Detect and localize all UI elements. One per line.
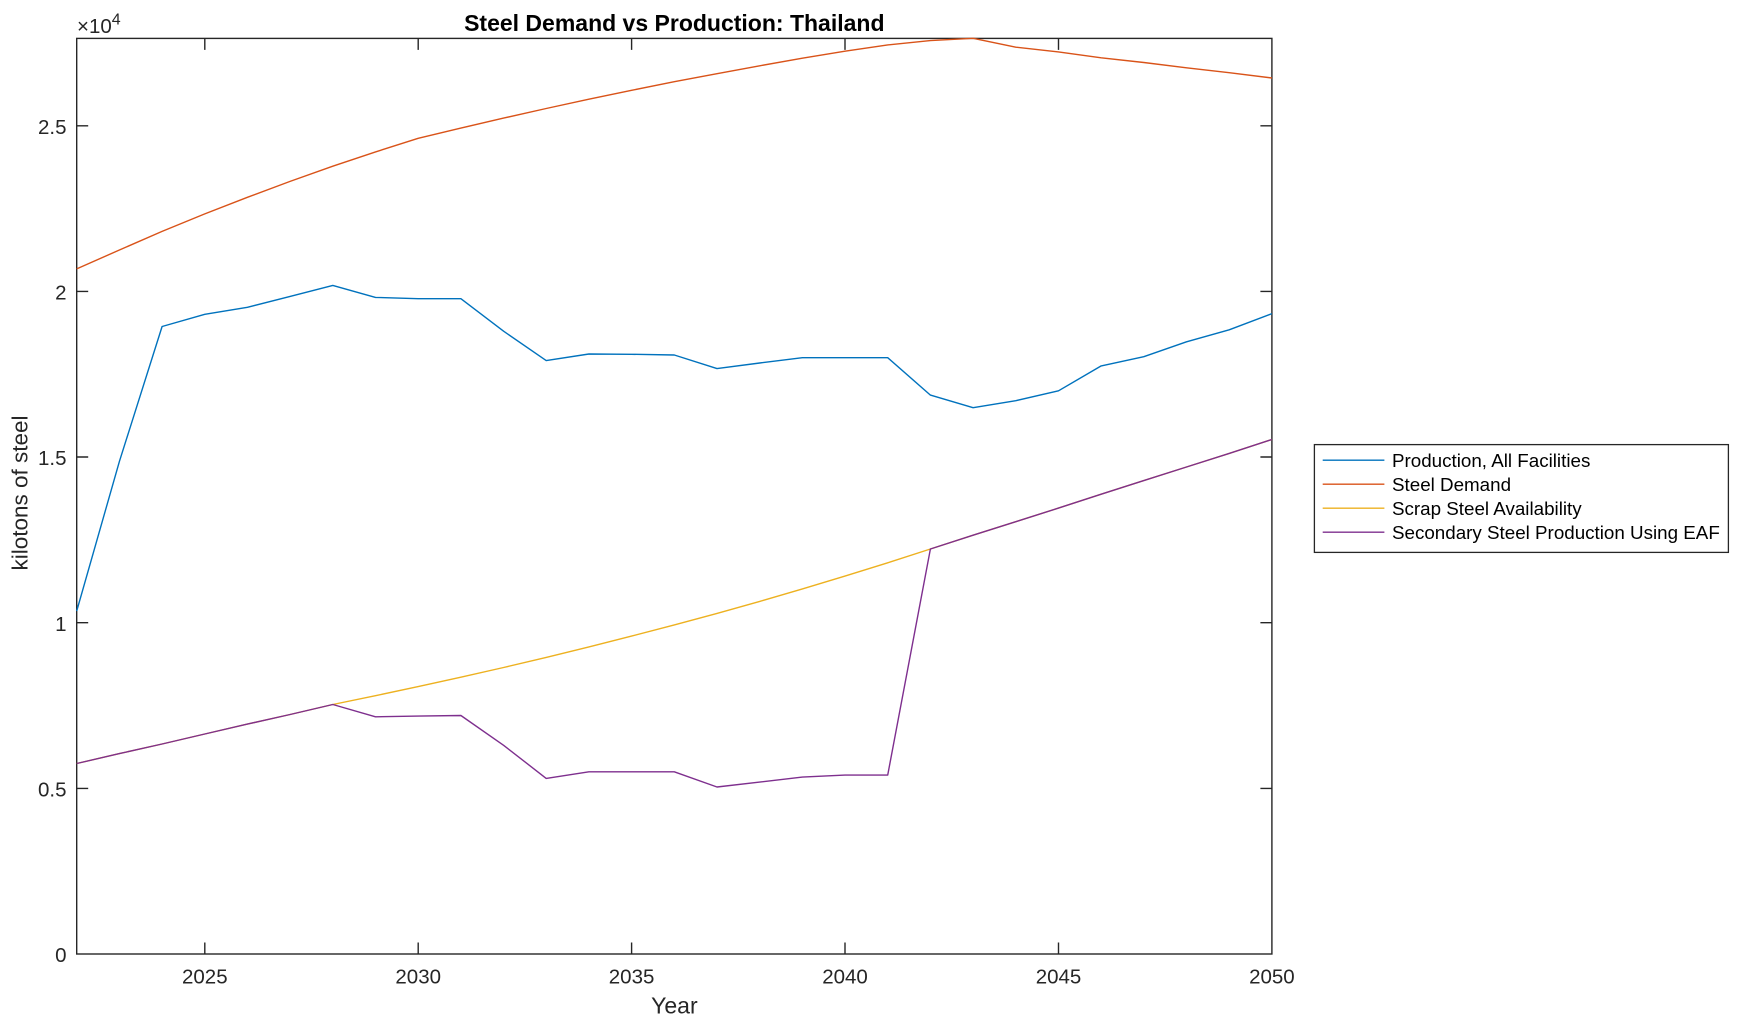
svg-text:kilotons of steel: kilotons of steel — [8, 415, 33, 570]
svg-text:2.5: 2.5 — [38, 116, 67, 139]
svg-text:2035: 2035 — [609, 966, 655, 989]
svg-text:2040: 2040 — [822, 966, 868, 989]
svg-text:2045: 2045 — [1036, 966, 1082, 989]
svg-text:1: 1 — [55, 613, 66, 636]
svg-text:2050: 2050 — [1249, 966, 1295, 989]
svg-text:1.5: 1.5 — [38, 447, 67, 470]
svg-text:0.5: 0.5 — [38, 779, 67, 802]
svg-text:2: 2 — [55, 282, 66, 305]
svg-text:Production, All Facilities: Production, All Facilities — [1392, 450, 1590, 471]
svg-text:Steel Demand: Steel Demand — [1392, 474, 1511, 495]
svg-text:×104: ×104 — [77, 12, 121, 39]
svg-text:Scrap Steel Availability: Scrap Steel Availability — [1392, 498, 1582, 519]
svg-text:Year: Year — [651, 993, 698, 1019]
svg-text:Steel Demand vs Production: Th: Steel Demand vs Production: Thailand — [464, 10, 884, 36]
svg-text:0: 0 — [55, 944, 66, 967]
svg-text:2030: 2030 — [395, 966, 441, 989]
svg-text:Secondary Steel Production Usi: Secondary Steel Production Using EAF — [1392, 522, 1720, 543]
svg-text:2025: 2025 — [182, 966, 228, 989]
